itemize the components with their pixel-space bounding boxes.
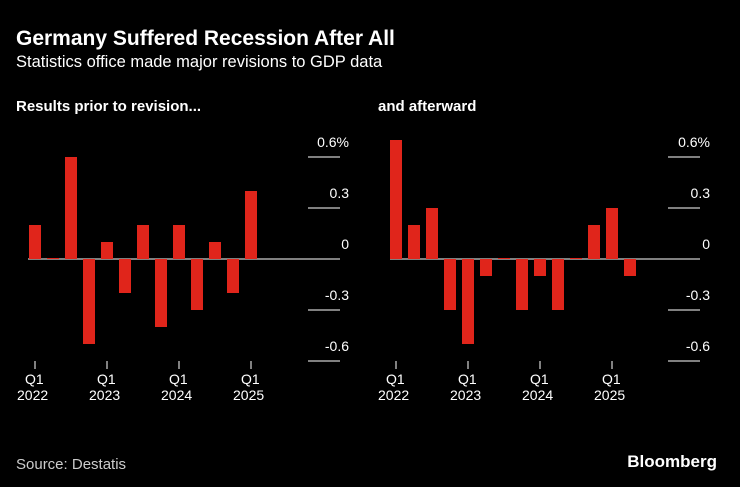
- x-tick-year: 2023: [450, 387, 481, 403]
- bar: [624, 259, 636, 276]
- subtitle: Statistics office made major revisions t…: [16, 53, 383, 71]
- x-tick-label: Q1: [602, 371, 621, 387]
- y-tick-label: -0.3: [686, 287, 710, 303]
- x-tick-label: Q1: [97, 371, 116, 387]
- x-tick-year: 2022: [378, 387, 409, 403]
- bar: [426, 208, 438, 259]
- bar: [390, 140, 402, 259]
- y-tick-label: -0.6: [686, 338, 710, 354]
- bar: [552, 259, 564, 310]
- bar: [209, 242, 221, 259]
- bar: [155, 259, 167, 327]
- bar: [588, 225, 600, 259]
- x-tick-year: 2022: [17, 387, 48, 403]
- bar: [570, 258, 582, 259]
- y-tick-label: -0.3: [325, 287, 349, 303]
- x-tick-year: 2024: [522, 387, 553, 403]
- bar: [173, 225, 185, 259]
- bar: [480, 259, 492, 276]
- y-tick-label: 0: [341, 236, 349, 252]
- bar: [119, 259, 131, 293]
- panel-title: and afterward: [378, 98, 476, 115]
- bar: [498, 258, 510, 259]
- bar: [534, 259, 546, 276]
- bar: [101, 242, 113, 259]
- bar: [516, 259, 528, 310]
- source: Source: Destatis: [16, 456, 126, 473]
- x-tick-year: 2025: [594, 387, 625, 403]
- bar: [408, 225, 420, 259]
- y-tick-label: 0.3: [330, 185, 350, 201]
- bar: [65, 157, 77, 259]
- x-tick-year: 2025: [233, 387, 264, 403]
- x-tick-label: Q1: [530, 371, 549, 387]
- bar: [444, 259, 456, 310]
- panel-title: Results prior to revision...: [16, 98, 201, 115]
- x-tick-year: 2024: [161, 387, 192, 403]
- x-tick-label: Q1: [25, 371, 44, 387]
- x-tick-label: Q1: [386, 371, 405, 387]
- title: Germany Suffered Recession After All: [16, 27, 395, 50]
- y-tick-label: 0.6%: [317, 134, 349, 150]
- y-tick-label: 0: [702, 236, 710, 252]
- bar: [29, 225, 41, 259]
- bar: [47, 258, 59, 259]
- y-tick-label: 0.3: [691, 185, 711, 201]
- x-tick-label: Q1: [458, 371, 477, 387]
- y-tick-label: -0.6: [325, 338, 349, 354]
- bar: [191, 259, 203, 310]
- x-tick-label: Q1: [241, 371, 260, 387]
- bar: [462, 259, 474, 344]
- brand: Bloomberg: [627, 452, 717, 471]
- bar: [606, 208, 618, 259]
- bar: [227, 259, 239, 293]
- bar: [137, 225, 149, 259]
- x-tick-year: 2023: [89, 387, 120, 403]
- bar: [245, 191, 257, 259]
- bar: [83, 259, 95, 344]
- y-tick-label: 0.6%: [678, 134, 710, 150]
- x-tick-label: Q1: [169, 371, 188, 387]
